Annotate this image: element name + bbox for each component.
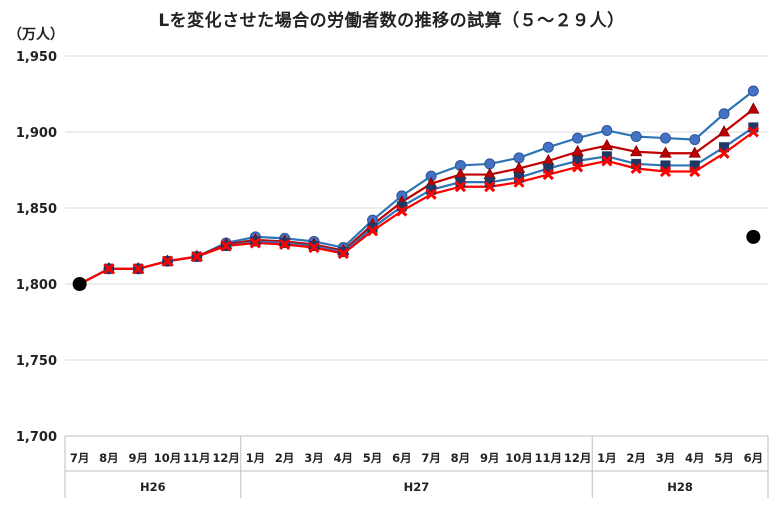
series-4-point xyxy=(572,161,584,173)
series-1-point xyxy=(542,141,554,153)
black-point xyxy=(746,229,761,244)
series-1-point xyxy=(630,131,642,143)
x-tick-label: 3月 xyxy=(656,451,676,465)
series-4-point xyxy=(425,188,437,200)
group-label: H26 xyxy=(140,480,166,494)
y-axis-unit-label: （万人） xyxy=(8,27,64,43)
series-4-point xyxy=(337,248,349,260)
x-tick-label: 2月 xyxy=(275,451,295,465)
x-tick-label: 4月 xyxy=(685,451,705,465)
series-4-point xyxy=(249,237,261,249)
series-2-point xyxy=(659,146,672,158)
group-label: H28 xyxy=(667,480,693,494)
black-point xyxy=(72,277,87,291)
series-4-point xyxy=(367,225,379,237)
series-4-point xyxy=(454,181,466,193)
series-line-3 xyxy=(79,126,754,285)
x-tick-label: 10月 xyxy=(154,451,182,465)
x-tick-label: 8月 xyxy=(451,451,471,465)
x-tick-label: 5月 xyxy=(363,451,383,465)
series-line-2 xyxy=(79,108,755,285)
x-tick-label: 7月 xyxy=(421,451,441,465)
series-4-point xyxy=(191,251,203,263)
series-4-point xyxy=(220,240,232,252)
x-tick-label: 6月 xyxy=(392,451,412,465)
y-tick-label: 1,800 xyxy=(16,278,57,293)
x-tick-label: 9月 xyxy=(128,451,148,465)
x-tick-label: 4月 xyxy=(334,451,354,465)
series-2-point xyxy=(512,161,526,173)
x-tick-label: 9月 xyxy=(480,451,500,465)
series-1-point xyxy=(689,134,701,146)
series-4-point xyxy=(542,168,554,181)
x-tick-label: 3月 xyxy=(304,451,324,465)
series-4-point xyxy=(747,126,759,138)
series-4-point xyxy=(396,205,408,217)
series-2-point xyxy=(747,102,760,114)
series-1-point xyxy=(659,132,671,144)
series-1-point xyxy=(513,152,525,164)
group-label: H27 xyxy=(404,480,430,494)
x-tick-label: 11月 xyxy=(535,451,563,465)
x-tick-label: 1月 xyxy=(597,451,617,465)
x-tick-label: 10月 xyxy=(505,451,533,465)
series-4-point xyxy=(689,165,701,178)
series-4-point xyxy=(601,155,613,167)
series-4-point xyxy=(659,165,672,178)
y-tick-label: 1,750 xyxy=(16,354,57,369)
chart-title: Lを変化させた場合の労働者数の推移の試算（５～２９人） xyxy=(158,11,625,31)
series-4-point xyxy=(279,238,291,251)
series-1-point xyxy=(718,108,730,120)
series-2-point xyxy=(630,144,643,157)
series-4-point xyxy=(718,147,730,159)
series-4-point xyxy=(630,162,642,175)
series-1-point xyxy=(601,124,613,136)
y-tick-label: 1,900 xyxy=(16,126,57,141)
y-tick-label: 1,850 xyxy=(16,202,57,217)
series-1-point xyxy=(747,85,759,97)
series-2-point xyxy=(571,144,584,157)
series-line-1 xyxy=(79,90,755,285)
x-tick-label: 12月 xyxy=(564,451,592,465)
series-4-point xyxy=(161,255,174,267)
x-tick-label: 11月 xyxy=(183,451,211,465)
x-tick-label: 2月 xyxy=(626,451,646,465)
series-2-point xyxy=(688,146,701,158)
series-4-point xyxy=(132,263,144,275)
x-tick-label: 7月 xyxy=(70,451,90,465)
series-4-point xyxy=(484,181,496,193)
x-tick-label: 12月 xyxy=(212,451,240,465)
x-tick-label: 6月 xyxy=(744,451,764,465)
x-tick-label: 5月 xyxy=(714,451,734,465)
x-tick-label: 8月 xyxy=(99,451,119,465)
series-4-point xyxy=(308,241,320,254)
x-tick-label: 1月 xyxy=(246,451,266,465)
series-1-point xyxy=(484,158,496,170)
y-tick-label: 1,700 xyxy=(16,430,57,445)
series-1-point xyxy=(572,132,584,144)
series-2-point xyxy=(600,138,614,151)
series-4-point xyxy=(513,176,525,188)
series-2-point xyxy=(717,125,731,137)
series-4-point xyxy=(103,263,115,275)
y-tick-label: 1,950 xyxy=(16,50,57,65)
